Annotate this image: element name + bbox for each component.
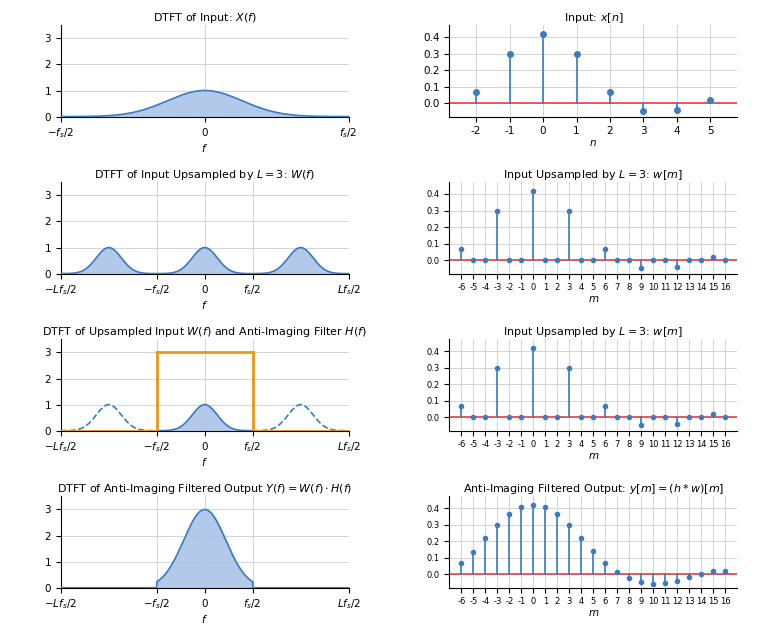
Title: Input Upsampled by $L = 3$: $w[m]$: Input Upsampled by $L = 3$: $w[m]$: [503, 325, 683, 339]
Title: DTFT of Anti-Imaging Filtered Output $Y(f) = W(f) \cdot H(f)$: DTFT of Anti-Imaging Filtered Output $Y(…: [57, 482, 353, 496]
Title: Input: $x[n]$: Input: $x[n]$: [563, 11, 623, 25]
X-axis label: $f$: $f$: [201, 298, 208, 310]
Title: Anti-Imaging Filtered Output: $y[m] = (h * w)[m]$: Anti-Imaging Filtered Output: $y[m] = (h…: [463, 482, 724, 496]
X-axis label: $m$: $m$: [587, 294, 599, 304]
Title: DTFT of Input: $X(f)$: DTFT of Input: $X(f)$: [153, 11, 257, 25]
X-axis label: $n$: $n$: [589, 138, 597, 148]
X-axis label: $m$: $m$: [587, 451, 599, 461]
X-axis label: $f$: $f$: [201, 142, 208, 154]
Title: DTFT of Input Upsampled by $L = 3$: $W(f)$: DTFT of Input Upsampled by $L = 3$: $W(f…: [94, 168, 315, 182]
X-axis label: $m$: $m$: [587, 608, 599, 618]
X-axis label: $f$: $f$: [201, 612, 208, 624]
Title: DTFT of Upsampled Input $W(f)$ and Anti-Imaging Filter $H(f)$: DTFT of Upsampled Input $W(f)$ and Anti-…: [43, 325, 367, 339]
Title: Input Upsampled by $L = 3$: $w[m]$: Input Upsampled by $L = 3$: $w[m]$: [503, 168, 683, 182]
X-axis label: $f$: $f$: [201, 456, 208, 468]
